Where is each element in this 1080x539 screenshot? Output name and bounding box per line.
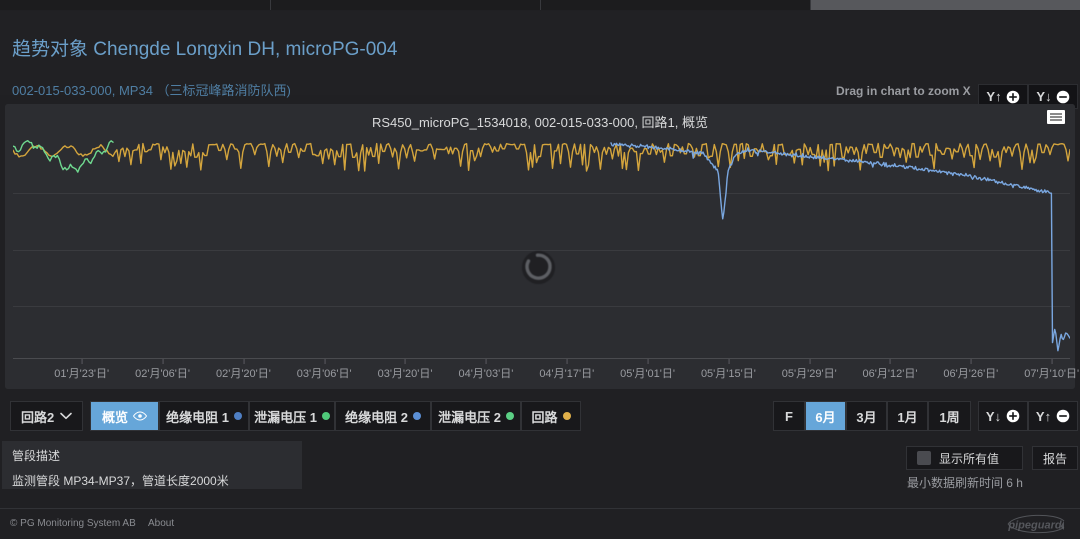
svg-text:pipeguard: pipeguard bbox=[1007, 520, 1061, 532]
